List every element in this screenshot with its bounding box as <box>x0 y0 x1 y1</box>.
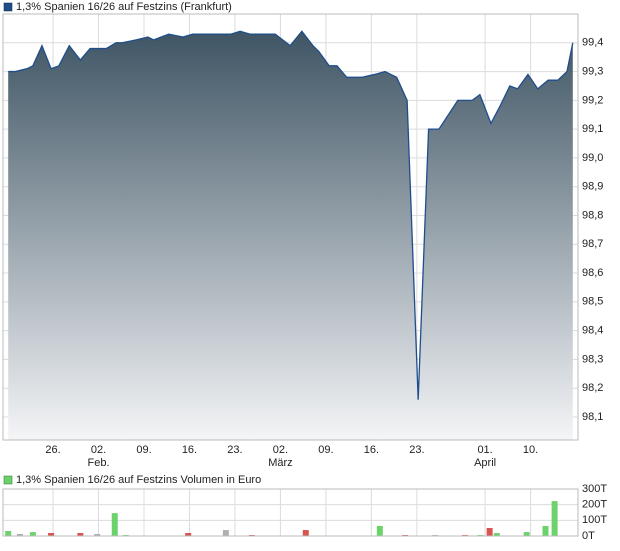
legend-label: 1,3% Spanien 16/26 auf Festzins Volumen … <box>16 474 261 486</box>
volume-bar <box>486 528 493 536</box>
y-tick-label: 100T <box>582 514 607 526</box>
x-tick-label: 26. <box>45 444 60 456</box>
legend-swatch <box>3 2 13 12</box>
x-tick-label: 16. <box>364 444 379 456</box>
volume-bar <box>29 532 36 536</box>
y-tick-label: 98,9 <box>582 181 603 193</box>
volume-bar <box>551 501 558 536</box>
y-tick-label: 98,4 <box>582 325 603 337</box>
x-month-label: April <box>474 457 496 469</box>
x-month-label: Feb. <box>88 457 110 469</box>
volume-bar <box>222 530 229 536</box>
legend-label: 1,3% Spanien 16/26 auf Festzins (Frankfu… <box>16 1 232 13</box>
volume-bar <box>493 533 500 536</box>
volume-bar <box>376 525 383 536</box>
volume-bar <box>77 533 84 536</box>
volume-bar <box>16 533 23 536</box>
volume-bar <box>523 532 530 536</box>
y-tick-label: 300T <box>582 483 607 495</box>
area-fill <box>8 31 573 441</box>
y-tick-label: 99,3 <box>582 65 603 77</box>
y-tick-label: 98,2 <box>582 382 603 394</box>
x-tick-label: 02. <box>91 444 106 456</box>
x-tick-label: 10. <box>523 444 538 456</box>
volume-bar <box>185 533 192 536</box>
x-month-label: März <box>268 457 292 469</box>
x-tick-label: 23. <box>227 444 242 456</box>
volume-bar <box>94 533 101 536</box>
y-tick-label: 0T <box>582 530 595 542</box>
y-tick-label: 99,0 <box>582 152 603 164</box>
y-tick-label: 98,5 <box>582 296 603 308</box>
x-tick-label: 09. <box>318 444 333 456</box>
volume-bar <box>48 533 55 536</box>
plot-frame <box>2 13 579 441</box>
volume-bar <box>542 525 549 536</box>
y-tick-label: 98,3 <box>582 353 603 365</box>
y-tick-label: 99,1 <box>582 123 603 135</box>
y-tick-label: 98,8 <box>582 209 603 221</box>
price-line <box>8 30 574 400</box>
x-tick-label: 09. <box>136 444 151 456</box>
y-tick-label: 98,1 <box>582 411 603 423</box>
x-tick-label: 01. <box>477 444 492 456</box>
y-tick-label: 200T <box>582 499 607 511</box>
legend-swatch <box>3 475 13 485</box>
x-tick-label: 16. <box>182 444 197 456</box>
x-tick-label: 02. <box>273 444 288 456</box>
y-tick-label: 98,7 <box>582 238 603 250</box>
volume-bar <box>302 530 309 536</box>
y-tick-label: 99,2 <box>582 94 603 106</box>
x-tick-label: 23. <box>409 444 424 456</box>
y-tick-label: 99,4 <box>582 37 603 49</box>
plot-frame <box>2 488 579 537</box>
y-tick-label: 98,6 <box>582 267 603 279</box>
volume-bar <box>5 530 12 536</box>
volume-bar <box>111 513 118 536</box>
